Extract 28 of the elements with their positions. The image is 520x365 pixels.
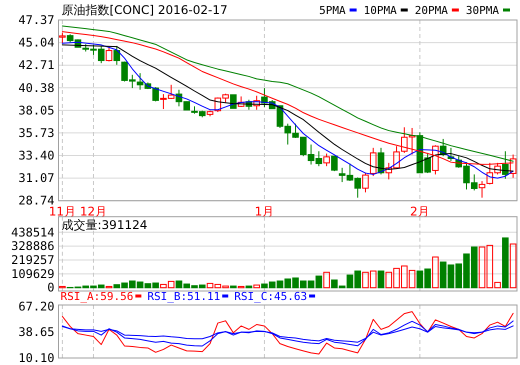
x-tick-label: 2月 (410, 204, 430, 219)
y-tick-label: 438514 (11, 225, 54, 240)
y-tick-label: 47.37 (18, 13, 54, 27)
y-tick-label: 31.07 (18, 171, 54, 186)
legend-label: 30PMA (466, 4, 500, 17)
chart-title: 成交量:391124 (62, 218, 148, 232)
y-tick-label: 42.71 (18, 58, 54, 72)
y-tick-label: 109629 (11, 266, 54, 281)
y-tick-label: 10.10 (18, 351, 54, 365)
y-tick-label: 38.05 (18, 103, 54, 118)
legend-label: 20PMA (414, 4, 448, 17)
legend-label: RSI_C:45.63 (234, 290, 308, 303)
y-tick-label: 33.40 (18, 148, 54, 162)
y-tick-label: 35.73 (18, 126, 54, 140)
y-tick-label: 38.65 (18, 325, 54, 340)
legend-label: 5PMA (319, 4, 346, 17)
chart-title: 原油指数[CONC] 2016-02-17 (62, 3, 228, 17)
legend-label: RSI_A:59.56 (60, 290, 134, 303)
legend-label: 10PMA (364, 4, 398, 17)
y-tick-label: 328886 (11, 239, 54, 254)
y-tick-label: 40.38 (18, 80, 54, 95)
y-tick-label: 67.20 (18, 299, 54, 314)
y-tick-label: 45.04 (18, 36, 54, 50)
y-tick-label: 0 (47, 280, 54, 295)
x-tick-label: 12月 (80, 204, 108, 219)
legend-label: RSI_B:51.11 (147, 290, 220, 303)
y-tick-label: 219257 (11, 253, 54, 268)
x-tick-label: 1月 (254, 204, 274, 219)
